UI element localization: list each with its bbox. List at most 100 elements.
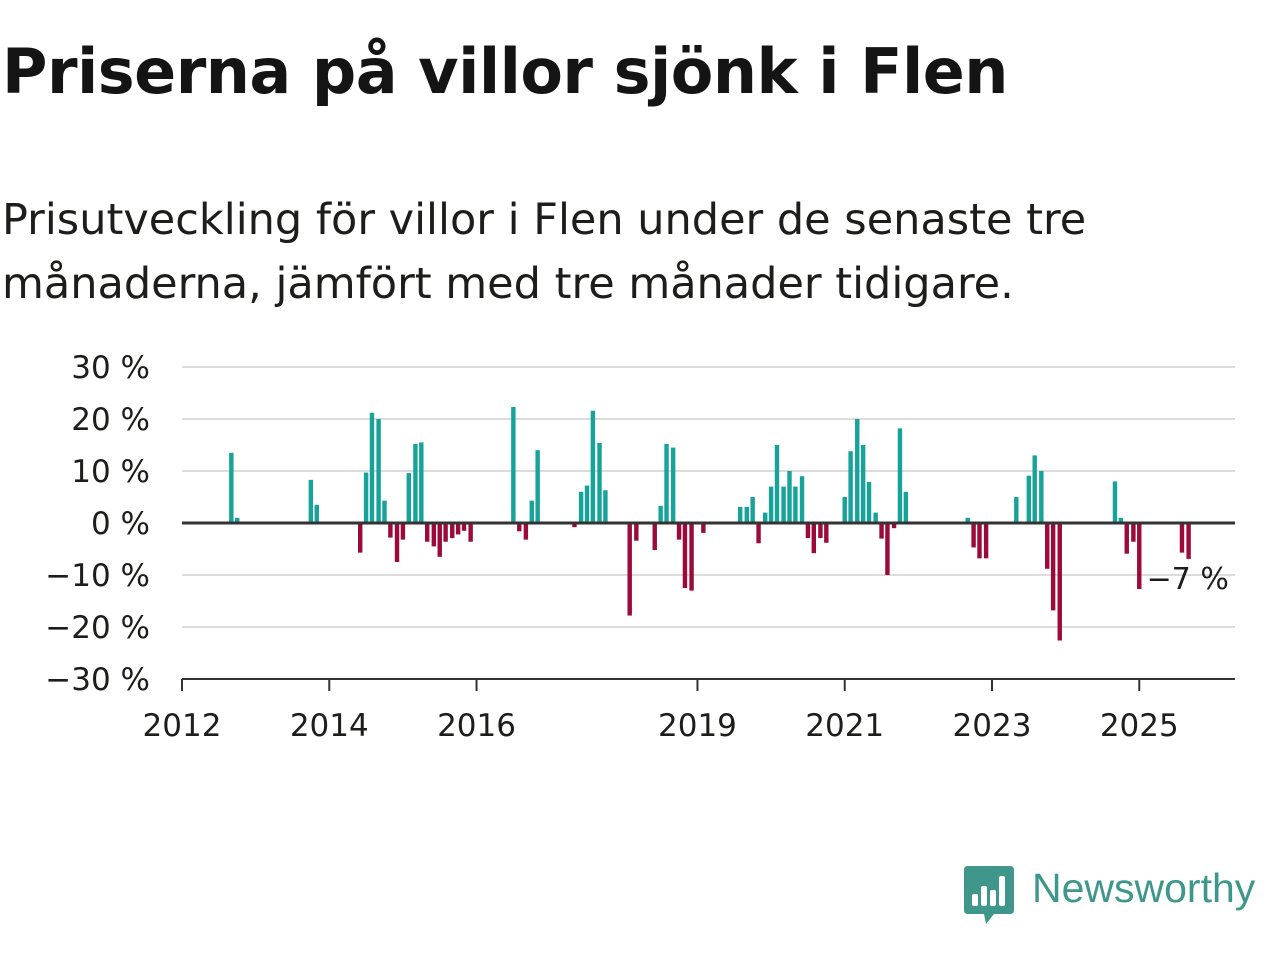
bar bbox=[762, 512, 768, 523]
bar bbox=[664, 443, 669, 523]
bar bbox=[811, 523, 817, 554]
bar bbox=[682, 523, 688, 588]
bar bbox=[879, 523, 884, 539]
bar bbox=[419, 442, 424, 523]
bar bbox=[1124, 523, 1129, 554]
bar bbox=[1050, 523, 1056, 611]
bar bbox=[523, 523, 529, 540]
bar bbox=[903, 491, 909, 523]
bar bbox=[1032, 455, 1037, 523]
bar bbox=[744, 506, 749, 523]
bar bbox=[971, 523, 976, 548]
bar bbox=[983, 523, 989, 559]
bar bbox=[603, 490, 608, 523]
x-tick-label: 2012 bbox=[143, 708, 222, 744]
bar bbox=[818, 523, 823, 539]
bar bbox=[229, 452, 234, 523]
bar bbox=[866, 481, 872, 523]
bar bbox=[584, 485, 590, 523]
brand-name: Newsworthy bbox=[1032, 865, 1256, 911]
bar bbox=[431, 523, 437, 547]
bar bbox=[308, 479, 314, 523]
bar bbox=[406, 473, 412, 523]
bar bbox=[590, 410, 596, 523]
x-tick-label: 2014 bbox=[290, 708, 369, 744]
bar bbox=[670, 447, 676, 523]
bar bbox=[1137, 523, 1142, 590]
bar bbox=[965, 517, 970, 523]
y-tick-label: −10 % bbox=[45, 558, 150, 594]
bar bbox=[578, 491, 584, 523]
bar bbox=[388, 523, 393, 538]
y-tick-label: 20 % bbox=[71, 402, 150, 438]
bar bbox=[357, 523, 363, 553]
bar-chart: 30 % 20 % 10 % 0 % −10 % −20 % −30 % 2012 2014 2… bbox=[45, 350, 1235, 744]
y-tick-label: −20 % bbox=[45, 610, 150, 646]
bar bbox=[1131, 523, 1136, 542]
bar bbox=[437, 523, 442, 557]
bar bbox=[768, 486, 774, 523]
bar bbox=[369, 412, 375, 523]
bar bbox=[689, 523, 694, 591]
bar bbox=[572, 523, 577, 528]
bar bbox=[627, 523, 632, 616]
brand-logo: Newsworthy bbox=[964, 866, 1255, 926]
x-tick-label: 2021 bbox=[805, 708, 884, 744]
x-tick-label: 2025 bbox=[1100, 708, 1179, 744]
bar bbox=[1179, 523, 1185, 553]
bar bbox=[450, 523, 455, 539]
bar bbox=[824, 523, 829, 543]
bar bbox=[1045, 523, 1050, 569]
chart-title: Priserna på villor sjönk i Flen bbox=[2, 35, 1008, 108]
bar bbox=[1039, 471, 1044, 523]
bar bbox=[799, 476, 805, 523]
bar bbox=[750, 497, 755, 523]
bar bbox=[1057, 523, 1062, 641]
bar bbox=[658, 505, 663, 523]
bar bbox=[529, 500, 534, 523]
bar bbox=[842, 497, 847, 523]
grid-lines bbox=[182, 366, 1235, 628]
bar bbox=[363, 472, 369, 523]
x-tick-label: 2016 bbox=[437, 708, 516, 744]
y-tick-label: 0 % bbox=[91, 506, 150, 542]
bar bbox=[1118, 517, 1124, 523]
bar bbox=[848, 451, 853, 523]
x-tick-label: 2019 bbox=[658, 708, 737, 744]
bar bbox=[235, 517, 240, 523]
bar bbox=[511, 407, 516, 523]
bar bbox=[425, 523, 430, 542]
bar bbox=[394, 523, 400, 562]
bar bbox=[597, 442, 602, 523]
bar bbox=[737, 506, 743, 523]
bar bbox=[634, 523, 639, 541]
y-tick-label: 10 % bbox=[71, 454, 150, 490]
y-tick-label: 30 % bbox=[71, 350, 150, 386]
bar bbox=[855, 419, 860, 523]
bar bbox=[535, 450, 540, 523]
bar bbox=[873, 512, 878, 523]
bar bbox=[400, 523, 406, 540]
bar bbox=[774, 445, 780, 523]
bars bbox=[229, 407, 1191, 641]
axes bbox=[181, 521, 1235, 691]
last-value-annotation: −7 % bbox=[1147, 562, 1229, 597]
bar bbox=[977, 523, 982, 559]
bar bbox=[314, 504, 319, 523]
bar bbox=[1026, 475, 1032, 523]
y-tick-label: −30 % bbox=[45, 662, 150, 698]
bar bbox=[461, 523, 467, 531]
bar bbox=[787, 471, 792, 523]
bar bbox=[793, 486, 798, 523]
bar bbox=[756, 523, 761, 544]
bar bbox=[676, 523, 682, 540]
bar bbox=[413, 443, 418, 523]
bar bbox=[1186, 523, 1191, 559]
bar bbox=[517, 523, 522, 532]
chart-subtitle: Prisutveckling för villor i Flen under d… bbox=[2, 195, 1087, 309]
bar bbox=[897, 428, 903, 523]
bar bbox=[1112, 481, 1118, 523]
bar bbox=[701, 523, 706, 533]
bar bbox=[455, 523, 461, 535]
bar bbox=[382, 500, 387, 523]
